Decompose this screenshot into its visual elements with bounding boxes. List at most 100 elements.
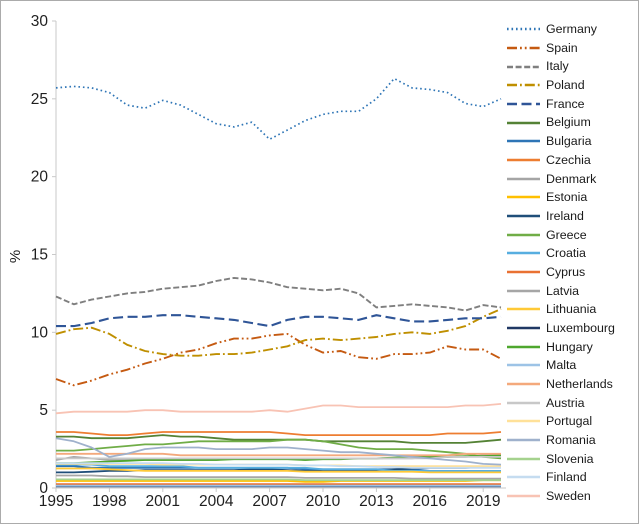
legend-line-sample-greece xyxy=(507,233,540,236)
legend-line-sample-finland xyxy=(507,476,540,479)
legend-label-spain: Spain xyxy=(546,40,578,55)
series-line-greece xyxy=(56,438,502,460)
legend-line-sample-denmark xyxy=(507,177,540,180)
y-tick-label: 0 xyxy=(39,480,48,497)
legend-line-sample-germany xyxy=(507,28,540,31)
x-tick-label: 2010 xyxy=(306,493,341,510)
y-tick-label: 20 xyxy=(31,169,49,186)
series-line-romania xyxy=(55,437,502,466)
y-tick-label: 30 xyxy=(31,13,49,30)
legend-item-belgium: Belgium xyxy=(507,113,635,132)
y-tick-label: 25 xyxy=(31,91,48,108)
legend-item-finland: Finland xyxy=(507,468,635,487)
legend-item-malta: Malta xyxy=(507,356,635,375)
x-tick-label: 2004 xyxy=(199,493,234,510)
series-line-slovenia xyxy=(56,478,501,482)
series-line-latvia xyxy=(56,474,501,480)
legend-label-ireland: Ireland xyxy=(546,208,584,223)
legend-label-czechia: Czechia xyxy=(546,152,591,167)
legend-item-hungary: Hungary xyxy=(507,337,635,356)
legend-line-sample-portugal xyxy=(507,420,540,423)
legend-line-sample-spain xyxy=(507,46,540,50)
legend-label-austria: Austria xyxy=(546,395,585,410)
legend-label-portugal: Portugal xyxy=(546,414,593,429)
legend-line-sample-croatia xyxy=(507,252,540,255)
legend-label-poland: Poland xyxy=(546,78,585,93)
legend-label-greece: Greece xyxy=(546,227,587,242)
x-tick-label: 1995 xyxy=(39,493,73,510)
legend-label-denmark: Denmark xyxy=(546,171,597,186)
legend-label-luxembourg: Luxembourg xyxy=(546,320,615,335)
legend-line-sample-hungary xyxy=(507,345,540,348)
legend-item-denmark: Denmark xyxy=(507,169,635,188)
legend-line-sample-cyprus xyxy=(507,270,540,274)
legend-line-sample-belgium xyxy=(507,121,540,124)
y-tick-label: 10 xyxy=(31,324,49,341)
legend-line-sample-sweden xyxy=(507,494,540,498)
legend-label-hungary: Hungary xyxy=(546,339,593,354)
series-line-lithuania xyxy=(56,467,501,474)
legend-label-estonia: Estonia xyxy=(546,190,588,205)
series-line-poland xyxy=(55,308,502,357)
x-tick-label: 2019 xyxy=(466,493,500,510)
legend-label-bulgaria: Bulgaria xyxy=(546,134,592,149)
legend-label-romania: Romania xyxy=(546,432,596,447)
series-line-sweden xyxy=(55,403,502,415)
legend-label-croatia: Croatia xyxy=(546,246,586,261)
x-tick-label: 1998 xyxy=(92,493,126,510)
legend-label-italy: Italy xyxy=(546,59,569,74)
legend-item-greece: Greece xyxy=(507,225,635,244)
legend-item-lithuania: Lithuania xyxy=(507,300,635,319)
legend-line-sample-lithuania xyxy=(507,308,540,311)
legend: Germany Spain Italy Poland France Belgium Bulg… xyxy=(507,20,635,505)
legend-item-czechia: Czechia xyxy=(507,151,635,170)
legend-item-cyprus: Cyprus xyxy=(507,263,635,282)
legend-item-latvia: Latvia xyxy=(507,281,635,300)
legend-line-sample-romania xyxy=(507,438,540,442)
legend-label-france: France xyxy=(546,96,585,111)
series-line-belgium xyxy=(56,434,502,444)
legend-line-sample-czechia xyxy=(507,158,540,162)
x-tick-label: 2013 xyxy=(359,493,393,510)
y-tick-label: 15 xyxy=(31,247,48,264)
x-tick-label: 2007 xyxy=(252,493,286,510)
legend-item-italy: Italy xyxy=(507,57,635,76)
legend-line-sample-latvia xyxy=(507,289,540,292)
legend-item-romania: Romania xyxy=(507,431,635,450)
series-line-spain xyxy=(55,332,502,387)
legend-item-germany: Germany xyxy=(507,20,635,39)
legend-item-sweden: Sweden xyxy=(507,487,635,506)
y-tick-label: 5 xyxy=(39,402,48,419)
x-tick-label: 2016 xyxy=(413,493,447,510)
legend-item-france: France xyxy=(507,95,635,114)
x-tick-label: 2001 xyxy=(146,493,180,510)
series-line-germany xyxy=(55,77,502,141)
legend-label-lithuania: Lithuania xyxy=(546,302,597,317)
legend-label-finland: Finland xyxy=(546,470,587,485)
series-line-finland xyxy=(56,462,501,469)
legend-item-spain: Spain xyxy=(507,39,635,58)
legend-item-austria: Austria xyxy=(507,393,635,412)
y-axis-title: % xyxy=(7,249,25,264)
series-line-croatia xyxy=(56,463,501,472)
legend-line-sample-luxembourg xyxy=(507,326,540,330)
legend-item-bulgaria: Bulgaria xyxy=(507,132,635,151)
legend-line-sample-netherlands xyxy=(507,382,540,386)
legend-label-netherlands: Netherlands xyxy=(546,376,613,391)
legend-line-sample-poland xyxy=(507,84,540,87)
legend-item-netherlands: Netherlands xyxy=(507,375,635,394)
legend-label-latvia: Latvia xyxy=(546,283,580,298)
legend-label-germany: Germany xyxy=(546,22,597,37)
legend-item-croatia: Croatia xyxy=(507,244,635,263)
series-line-italy xyxy=(55,276,502,312)
legend-line-sample-france xyxy=(507,102,540,106)
legend-item-portugal: Portugal xyxy=(507,412,635,431)
legend-line-sample-bulgaria xyxy=(507,140,540,143)
legend-label-malta: Malta xyxy=(546,358,577,373)
legend-item-estonia: Estonia xyxy=(507,188,635,207)
legend-item-slovenia: Slovenia xyxy=(507,449,635,468)
series-line-france xyxy=(56,314,502,328)
legend-line-sample-estonia xyxy=(507,196,540,199)
legend-label-cyprus: Cyprus xyxy=(546,264,586,279)
